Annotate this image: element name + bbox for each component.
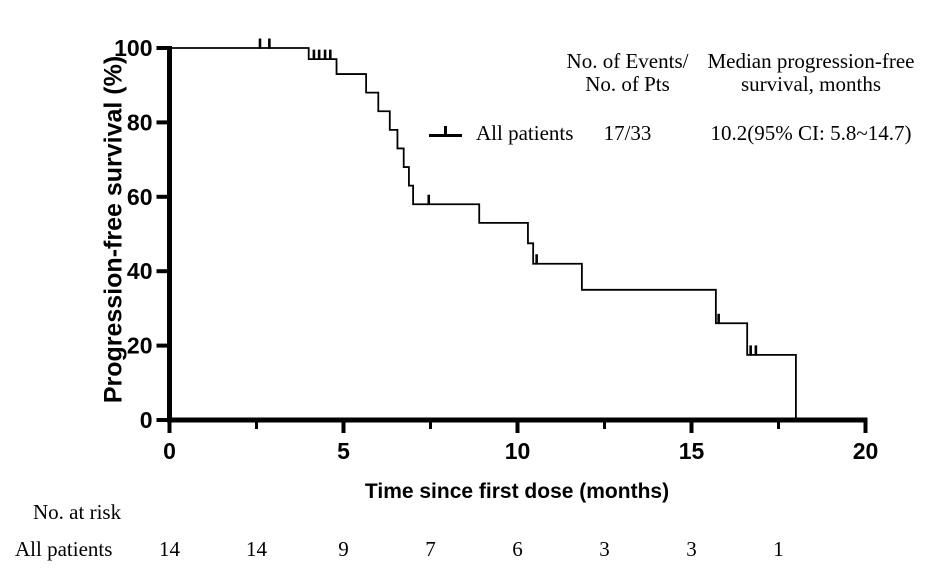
x-tick-label: 10	[505, 438, 531, 464]
legend-events-value: 17/33	[603, 121, 652, 145]
at-risk-count: 6	[512, 537, 523, 561]
survival-curve	[169, 47, 797, 420]
legend-series-label: All patients	[476, 121, 574, 145]
x-tick-label: 0	[163, 438, 176, 464]
at-risk-count: 3	[599, 537, 610, 561]
axes	[167, 46, 868, 423]
y-tick-label: 80	[127, 109, 153, 135]
legend-header-events-line1: No. of Events/	[566, 49, 689, 73]
legend-header-median-line2: survival, months	[741, 72, 881, 96]
axis-ticks	[156, 46, 868, 433]
legend-median-value: 10.2(95% CI: 5.8~14.7)	[710, 121, 912, 145]
x-tick-label: 15	[679, 438, 705, 464]
at-risk-count: 14	[159, 537, 180, 561]
at-risk-count: 7	[425, 537, 436, 561]
y-tick-label: 60	[127, 184, 153, 210]
y-axis-title: Progression-free survival (%)	[99, 55, 128, 404]
at-risk-row-label: All patients	[15, 537, 113, 561]
y-tick-label: 40	[127, 258, 153, 284]
censor-marks	[258, 38, 758, 356]
x-axis-title: Time since first dose (months)	[364, 480, 670, 503]
at-risk-title: No. at risk	[33, 500, 122, 524]
at-risk-count: 1	[773, 537, 784, 561]
at-risk-count: 3	[686, 537, 697, 561]
x-tick-label: 20	[853, 438, 879, 464]
y-tick-label: 0	[140, 407, 153, 433]
legend-header-median: Median progression-free survival, months	[695, 50, 927, 96]
legend-header-median-line1: Median progression-free	[707, 49, 915, 73]
at-risk-count: 14	[246, 537, 267, 561]
legend-header-events: No. of Events/ No. of Pts	[535, 50, 720, 96]
x-tick-label: 5	[337, 438, 350, 464]
legend-header-events-line2: No. of Pts	[585, 72, 670, 96]
y-tick-label: 100	[114, 35, 152, 61]
y-tick-label: 20	[127, 333, 153, 359]
km-step-path	[169, 47, 797, 420]
at-risk-count: 9	[338, 537, 349, 561]
legend-key-censor-tick	[444, 126, 447, 136]
axis-tick-labels: 0 20 40 60 80 100 0 5 10 15 20	[114, 35, 878, 464]
